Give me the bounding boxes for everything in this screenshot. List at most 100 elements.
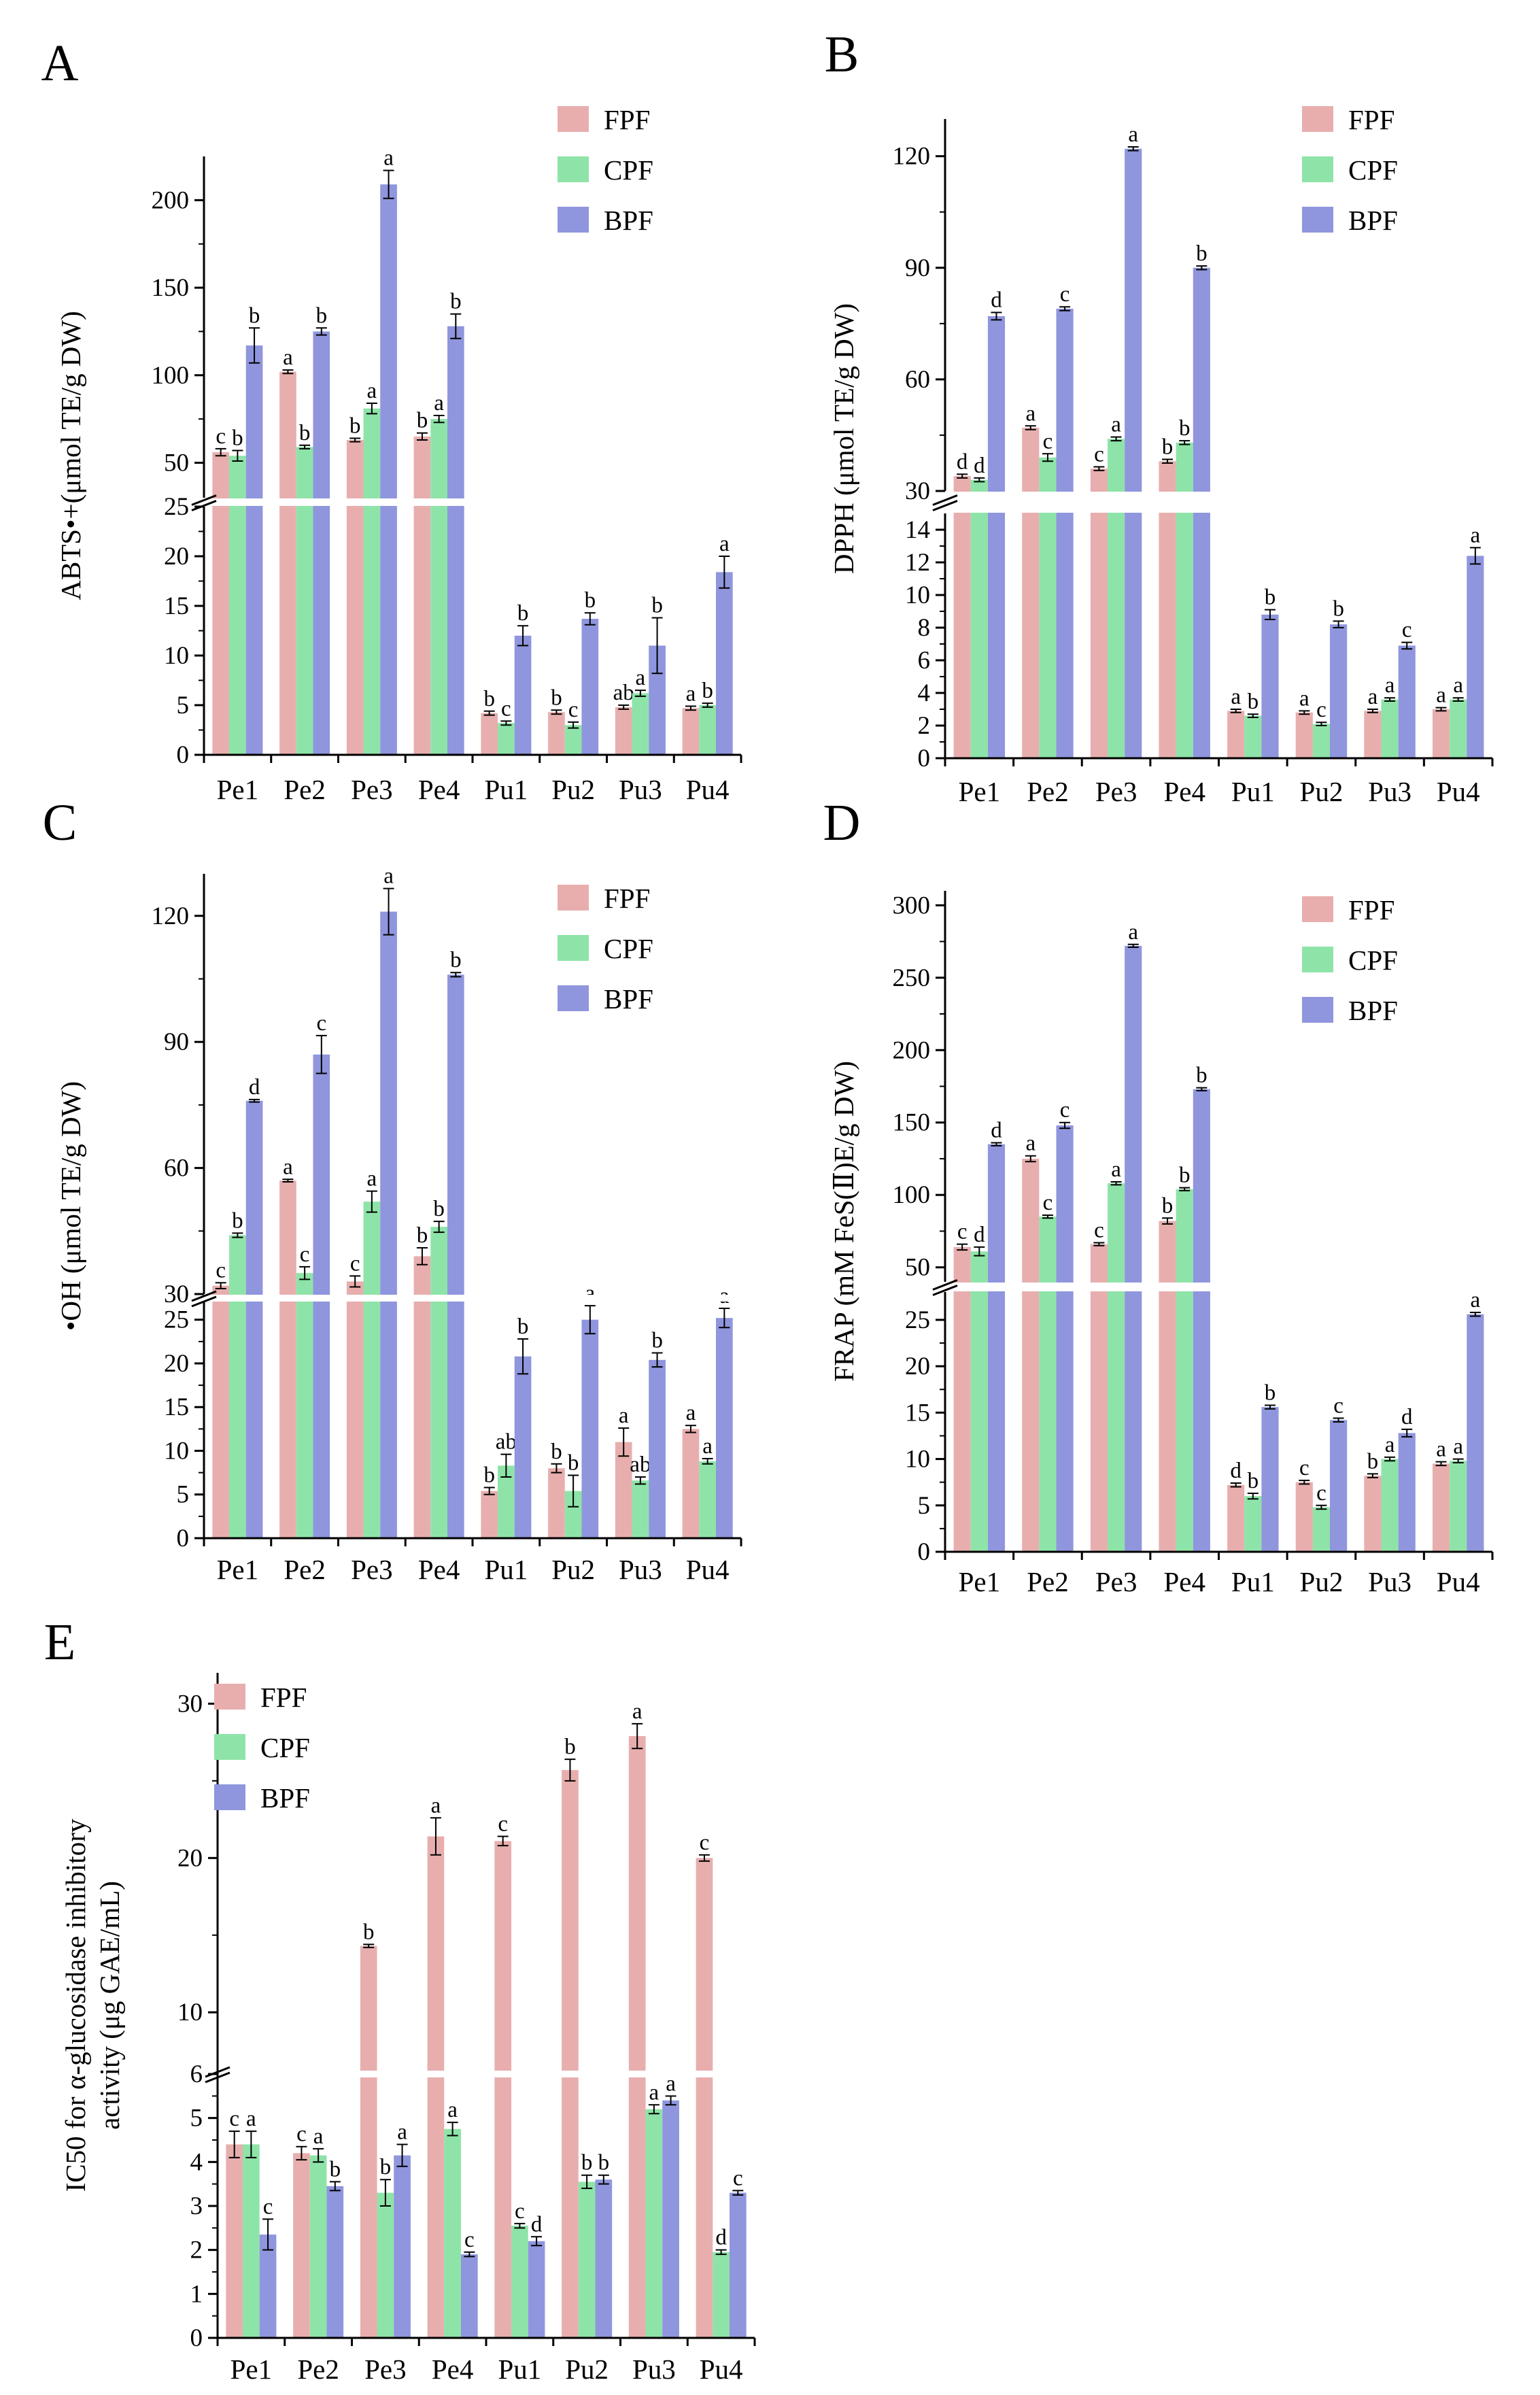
bar-CPF-Pe4 xyxy=(430,419,447,755)
bar-FPF-Pe3 xyxy=(346,440,364,755)
significance-letter: a xyxy=(1436,1438,1446,1462)
bar-BPF-Pu1 xyxy=(1261,614,1279,758)
legend-label-CPF: CPF xyxy=(1348,154,1398,186)
significance-letter: c xyxy=(464,2228,475,2252)
x-tick-label: Pu1 xyxy=(1231,1566,1275,1597)
bar-FPF-Pu4 xyxy=(1432,1463,1450,1552)
bar-FPF-Pu2 xyxy=(562,1769,579,2338)
legend-swatch-BPF xyxy=(1302,207,1333,233)
significance-letter: a xyxy=(1299,686,1310,711)
y-tick-label: 10 xyxy=(177,1999,203,2026)
x-tick-label: Pu3 xyxy=(619,774,662,805)
bar-BPF-Pu3 xyxy=(662,2100,679,2338)
panel-letter: C xyxy=(43,794,78,851)
significance-letter: c xyxy=(1299,1456,1310,1480)
significance-letter: a xyxy=(431,1793,441,1818)
significance-letter: a xyxy=(666,2071,676,2096)
axis-break-gap xyxy=(197,498,748,506)
bar-BPF-Pu2 xyxy=(581,618,599,755)
significance-letter: b xyxy=(1162,1193,1174,1218)
y-axis-label: DPPH (μmol TE/g DW) xyxy=(828,303,859,574)
y-tick-label: 4 xyxy=(918,679,931,707)
bar-FPF-Pe4 xyxy=(413,436,431,755)
x-tick-label: Pu2 xyxy=(551,774,595,805)
y-tick-label: 4 xyxy=(190,2148,203,2176)
significance-letter: b xyxy=(232,1208,243,1233)
significance-letter: b xyxy=(1196,1064,1208,1088)
y-tick-label: 6 xyxy=(190,2060,203,2088)
bar-CPF-Pu1 xyxy=(498,723,515,755)
significance-letter: b xyxy=(1196,241,1208,266)
panel-letter: E xyxy=(44,1614,75,1671)
significance-letter: b xyxy=(1367,1449,1379,1474)
panel-letter: B xyxy=(825,26,859,83)
axis-break-mark xyxy=(191,494,217,506)
bar-BPF-Pu1 xyxy=(514,635,532,755)
bar-FPF-Pu3 xyxy=(615,1442,632,1538)
axis-break-mark xyxy=(932,1279,958,1291)
bar-CPF-Pe2 xyxy=(296,1273,313,1538)
significance-letter: d xyxy=(991,1119,1002,1143)
significance-letter: a xyxy=(397,2120,407,2144)
bar-BPF-Pe2 xyxy=(1056,1125,1074,1552)
bar-BPF-Pu1 xyxy=(528,2241,545,2338)
bar-FPF-Pe2 xyxy=(1022,1158,1040,1552)
significance-letter: b xyxy=(1333,596,1344,621)
bar-CPF-Pu4 xyxy=(699,1461,716,1538)
significance-letter: b xyxy=(433,1197,445,1221)
significance-letter: c xyxy=(1060,1098,1070,1123)
bar-BPF-Pe4 xyxy=(460,2254,478,2338)
bar-FPF-Pu1 xyxy=(1227,711,1245,758)
bar-CPF-Pe1 xyxy=(970,479,988,758)
x-tick-label: Pu1 xyxy=(1231,776,1275,807)
bar-CPF-Pe1 xyxy=(970,1251,988,1552)
significance-letter: a xyxy=(1368,685,1378,709)
significance-letter: d xyxy=(249,1075,260,1100)
significance-letter: c xyxy=(296,2122,307,2147)
axis-break-gap xyxy=(219,2071,756,2077)
significance-letter: a xyxy=(447,2098,458,2122)
legend-label-CPF: CPF xyxy=(260,1732,310,1763)
bar-BPF-Pu4 xyxy=(715,1318,733,1538)
legend-label-BPF: BPF xyxy=(604,205,653,236)
bar-BPF-Pe2 xyxy=(313,331,330,755)
bar-FPF-Pe3 xyxy=(360,1946,377,2338)
significance-letter: a xyxy=(1453,673,1463,698)
legend-label-FPF: FPF xyxy=(1348,894,1394,925)
significance-letter: c xyxy=(216,424,226,449)
y-tick-label: 60 xyxy=(164,1155,189,1183)
y-tick-label: 200 xyxy=(152,186,190,214)
significance-letter: c xyxy=(1316,698,1327,722)
y-axis-label-line1: IC50 for α-glucosidase inhibitory xyxy=(60,1818,91,2192)
legend-swatch-FPF xyxy=(558,106,589,132)
bar-FPF-Pu3 xyxy=(1364,711,1382,758)
significance-letter: b xyxy=(417,1223,428,1248)
y-axis-label: FRAP (mM FeS(Ⅱ)E/g DW) xyxy=(828,1061,859,1382)
bar-FPF-Pe3 xyxy=(1090,1244,1108,1552)
legend-label-CPF: CPF xyxy=(604,933,653,964)
x-tick-label: Pe2 xyxy=(297,2354,339,2385)
x-tick-label: Pe3 xyxy=(1095,1566,1137,1597)
bar-CPF-Pu1 xyxy=(1244,1496,1262,1552)
bar-BPF-Pu1 xyxy=(514,1356,532,1538)
axis-break-gap xyxy=(938,1283,1499,1291)
bar-BPF-Pe4 xyxy=(1193,267,1210,758)
significance-letter: c xyxy=(501,696,511,721)
bar-CPF-Pu3 xyxy=(632,693,649,755)
significance-letter: b xyxy=(568,1450,579,1475)
bar-CPF-Pe2 xyxy=(296,447,313,755)
axis-break-mark xyxy=(205,2066,230,2078)
bar-BPF-Pe3 xyxy=(380,911,397,1538)
significance-letter: d xyxy=(715,2226,727,2250)
significance-letter: c xyxy=(568,698,579,722)
y-tick-label: 10 xyxy=(164,642,189,670)
bar-FPF-Pu4 xyxy=(696,1858,713,2338)
y-tick-label: 0 xyxy=(918,745,931,772)
significance-letter: ab xyxy=(496,1430,517,1455)
x-tick-label: Pu1 xyxy=(484,1554,528,1585)
significance-letter: a xyxy=(367,379,377,403)
y-tick-label: 10 xyxy=(164,1437,189,1465)
y-axis-label: ABTS•+(μmol TE/g DW) xyxy=(55,311,86,600)
y-tick-label: 2 xyxy=(918,712,931,740)
